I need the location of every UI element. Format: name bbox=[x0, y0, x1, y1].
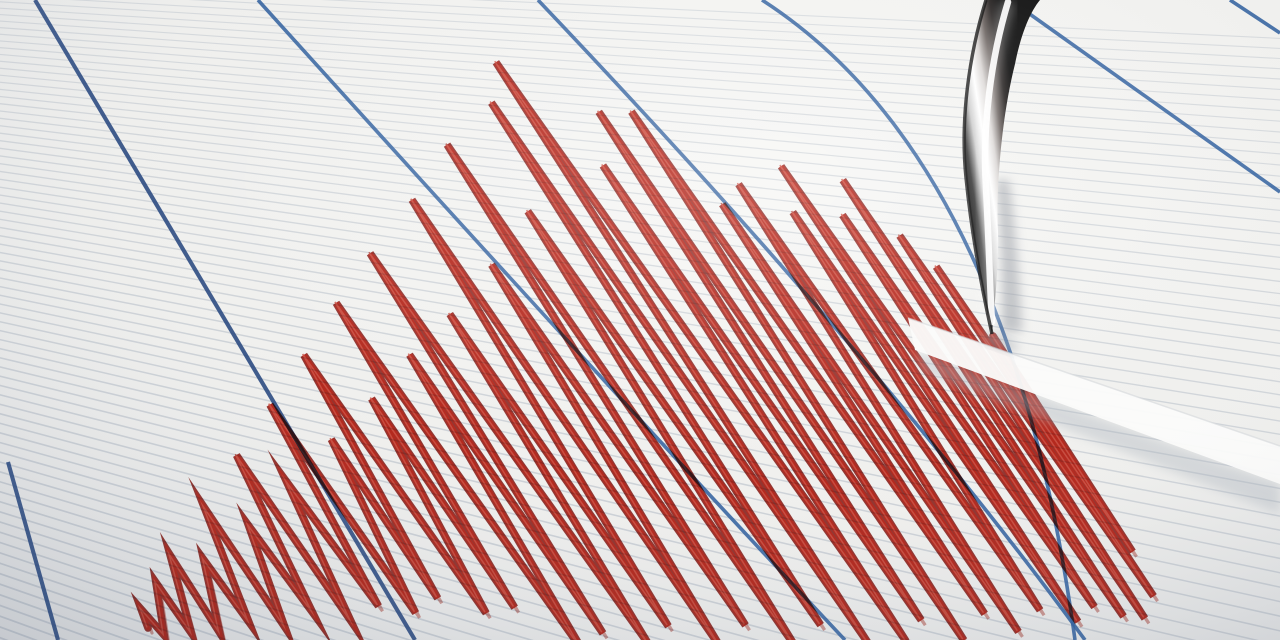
seismograph-photo bbox=[0, 0, 1280, 640]
seismograph-photo-stage bbox=[0, 0, 1280, 640]
lighting-vignette bbox=[0, 0, 1280, 640]
